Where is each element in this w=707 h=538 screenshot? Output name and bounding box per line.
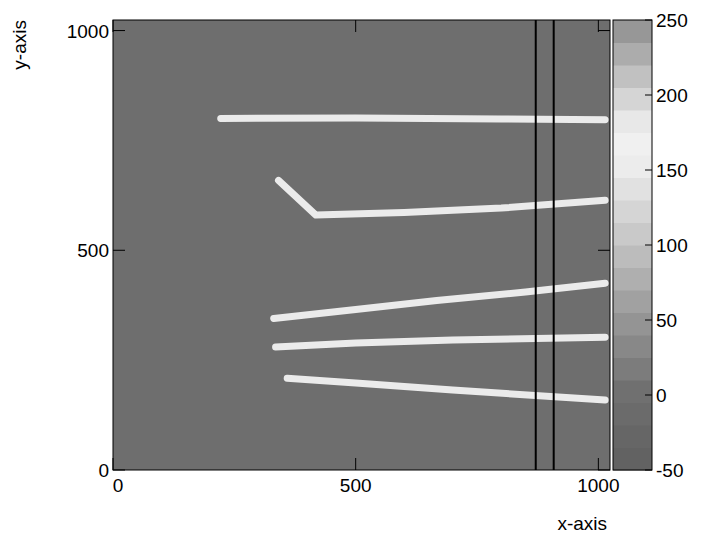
x-tick [355,458,356,470]
colorbar-tick-label: 100 [656,235,688,256]
track [287,378,605,400]
colorbar-band [613,133,652,156]
y-tick-label: 0 [98,460,109,481]
track [279,180,606,215]
colorbar-tick [645,170,652,171]
vertical-line [553,20,555,470]
track [274,283,605,318]
plot-area [221,20,605,470]
x-tick-label: 500 [340,475,372,496]
colorbar-band [613,110,652,133]
colorbar-band [613,290,652,313]
y-tick [113,250,125,251]
colorbar-band [613,43,652,66]
colorbar-tick [645,320,652,321]
y-tick [598,30,610,31]
frame [113,20,610,470]
colorbar-band [613,403,652,426]
colorbar-band [613,155,652,178]
colorbar-tick [645,470,652,471]
colorbar-tick-label: 200 [656,85,688,106]
colorbar-band [613,178,652,201]
colorbar-band [613,335,652,358]
colorbar-band [613,358,652,381]
colorbar-tick [645,95,652,96]
colorbar-band [613,65,652,88]
colorbar-band [613,245,652,268]
colorbar-tick [645,245,652,246]
x-axis-title: x-axis [557,513,607,534]
x-tick-label: 0 [113,475,124,496]
colorbar-band [613,448,652,471]
x-tick [113,458,114,470]
colorbar-tick-label: 250 [656,10,688,31]
colorbar-band [613,200,652,223]
y-axis-title: y-axis [9,20,30,70]
track [221,118,605,120]
y-tick [113,30,125,31]
colorbar-tick-label: 150 [656,160,688,181]
vertical-line [535,20,537,470]
colorbar-band [613,268,652,291]
colorbar-band [613,380,652,403]
colorbar-frame [613,20,652,470]
colorbar-band [613,313,652,336]
colorbar-tick [645,20,652,21]
colorbar-band [613,223,652,246]
x-tick [598,458,599,470]
colorbar-band [613,20,652,43]
x-tick [355,20,356,32]
colorbar-band [613,88,652,111]
y-tick [598,470,610,471]
background [113,20,610,470]
colorbar-tick-label: 50 [656,310,677,331]
colorbar-tick-label: 0 [656,385,667,406]
x-tick-label: 1000 [577,475,619,496]
colorbar-band [613,425,652,448]
chart: 0 500 1000 0 500 1000 x-axis y-axis -50 0 50 100 150… [0,0,707,538]
colorbar-tick [645,395,652,396]
y-tick-label: 500 [77,240,109,261]
colorbar-tick-label: -50 [656,460,683,481]
track [276,337,605,347]
y-tick [598,250,610,251]
y-tick [113,470,125,471]
y-tick-label: 1000 [67,21,109,42]
